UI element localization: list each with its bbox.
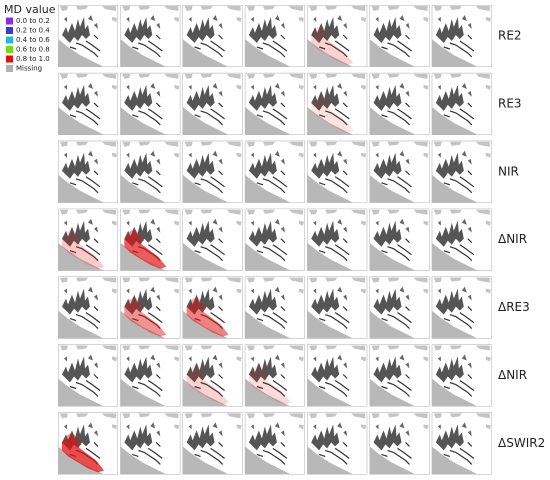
row-label: RE2 <box>498 29 522 43</box>
map-panel <box>182 412 243 475</box>
map-panel <box>307 412 368 475</box>
legend-label: 0.0 to 0.2 <box>16 17 50 25</box>
legend-swatch <box>6 65 13 72</box>
map-panel <box>182 5 243 67</box>
map-panel <box>58 344 118 407</box>
map-panel <box>244 140 305 203</box>
row-label: NIR <box>498 164 519 178</box>
legend-label: Missing <box>16 65 42 73</box>
map-panel <box>369 344 430 407</box>
map-panel <box>369 208 430 271</box>
map-panel <box>182 208 243 271</box>
legend-label: 0.2 to 0.4 <box>16 27 50 35</box>
md-overlay <box>62 228 104 269</box>
map-panel <box>307 140 368 203</box>
legend-label: 0.4 to 0.6 <box>16 36 50 44</box>
legend-swatch <box>6 36 13 44</box>
map-panel <box>120 344 181 407</box>
md-overlay <box>124 228 167 269</box>
md-high <box>252 364 269 379</box>
map-panel <box>431 276 492 339</box>
legend-swatch <box>6 27 13 34</box>
md-high <box>190 364 207 379</box>
md-high <box>66 228 82 243</box>
row-label: ΔNIR <box>498 232 527 246</box>
map-panel <box>431 412 492 475</box>
map-panel <box>58 276 118 339</box>
map-panel <box>431 5 492 67</box>
md-overlay <box>311 92 354 133</box>
map-panel <box>244 276 305 339</box>
legend-title: MD value <box>4 3 56 16</box>
md-high <box>128 296 145 311</box>
map-panel <box>58 140 118 203</box>
md-high <box>315 25 332 39</box>
map-panel <box>369 5 430 67</box>
map-panel <box>58 72 118 135</box>
map-panel <box>244 412 305 475</box>
md-high <box>62 438 104 473</box>
md-overlay <box>124 296 167 337</box>
map-panel <box>182 140 243 203</box>
legend-label: 0.8 to 1.0 <box>16 55 50 63</box>
map-panel <box>431 344 492 407</box>
md-overlay <box>311 25 354 65</box>
map-panel <box>120 140 181 203</box>
row-label: RE3 <box>498 96 522 110</box>
map-panel <box>182 72 243 135</box>
md-high <box>186 302 229 337</box>
map-panel <box>431 72 492 135</box>
md-overlay <box>248 364 291 405</box>
legend-swatch <box>6 46 13 53</box>
row-label: ΔNIR <box>498 368 527 382</box>
map-panel <box>307 208 368 271</box>
map-panel <box>244 5 305 67</box>
md-high <box>311 98 354 133</box>
row-label: ΔRE3 <box>498 300 530 314</box>
md-high <box>124 302 167 337</box>
row-label: ΔSWIR2 <box>498 436 545 450</box>
md-high <box>66 432 82 447</box>
md-high <box>128 228 145 243</box>
map-panel <box>120 412 181 475</box>
map-panel <box>369 140 430 203</box>
md-high <box>315 92 332 107</box>
map-panel <box>431 140 492 203</box>
md-high <box>124 234 167 269</box>
map-panel <box>307 276 368 339</box>
md-high <box>190 296 207 311</box>
md-overlay <box>62 432 104 473</box>
md-high <box>186 370 229 405</box>
map-panel <box>369 412 430 475</box>
legend-label: 0.6 to 0.8 <box>16 46 50 54</box>
map-panel <box>307 344 368 407</box>
map-panel <box>120 5 181 67</box>
map-panel <box>369 72 430 135</box>
md-high <box>62 234 104 269</box>
md-overlay <box>186 296 229 337</box>
map-panel <box>244 208 305 271</box>
map-panel <box>369 276 430 339</box>
md-high <box>248 370 291 405</box>
legend-swatch <box>6 55 13 63</box>
legend-swatch <box>6 17 13 25</box>
map-panel <box>120 72 181 135</box>
map-panel <box>58 5 118 67</box>
md-overlay <box>186 364 229 405</box>
map-panel <box>431 208 492 271</box>
map-panel <box>244 72 305 135</box>
md-high <box>311 31 354 65</box>
